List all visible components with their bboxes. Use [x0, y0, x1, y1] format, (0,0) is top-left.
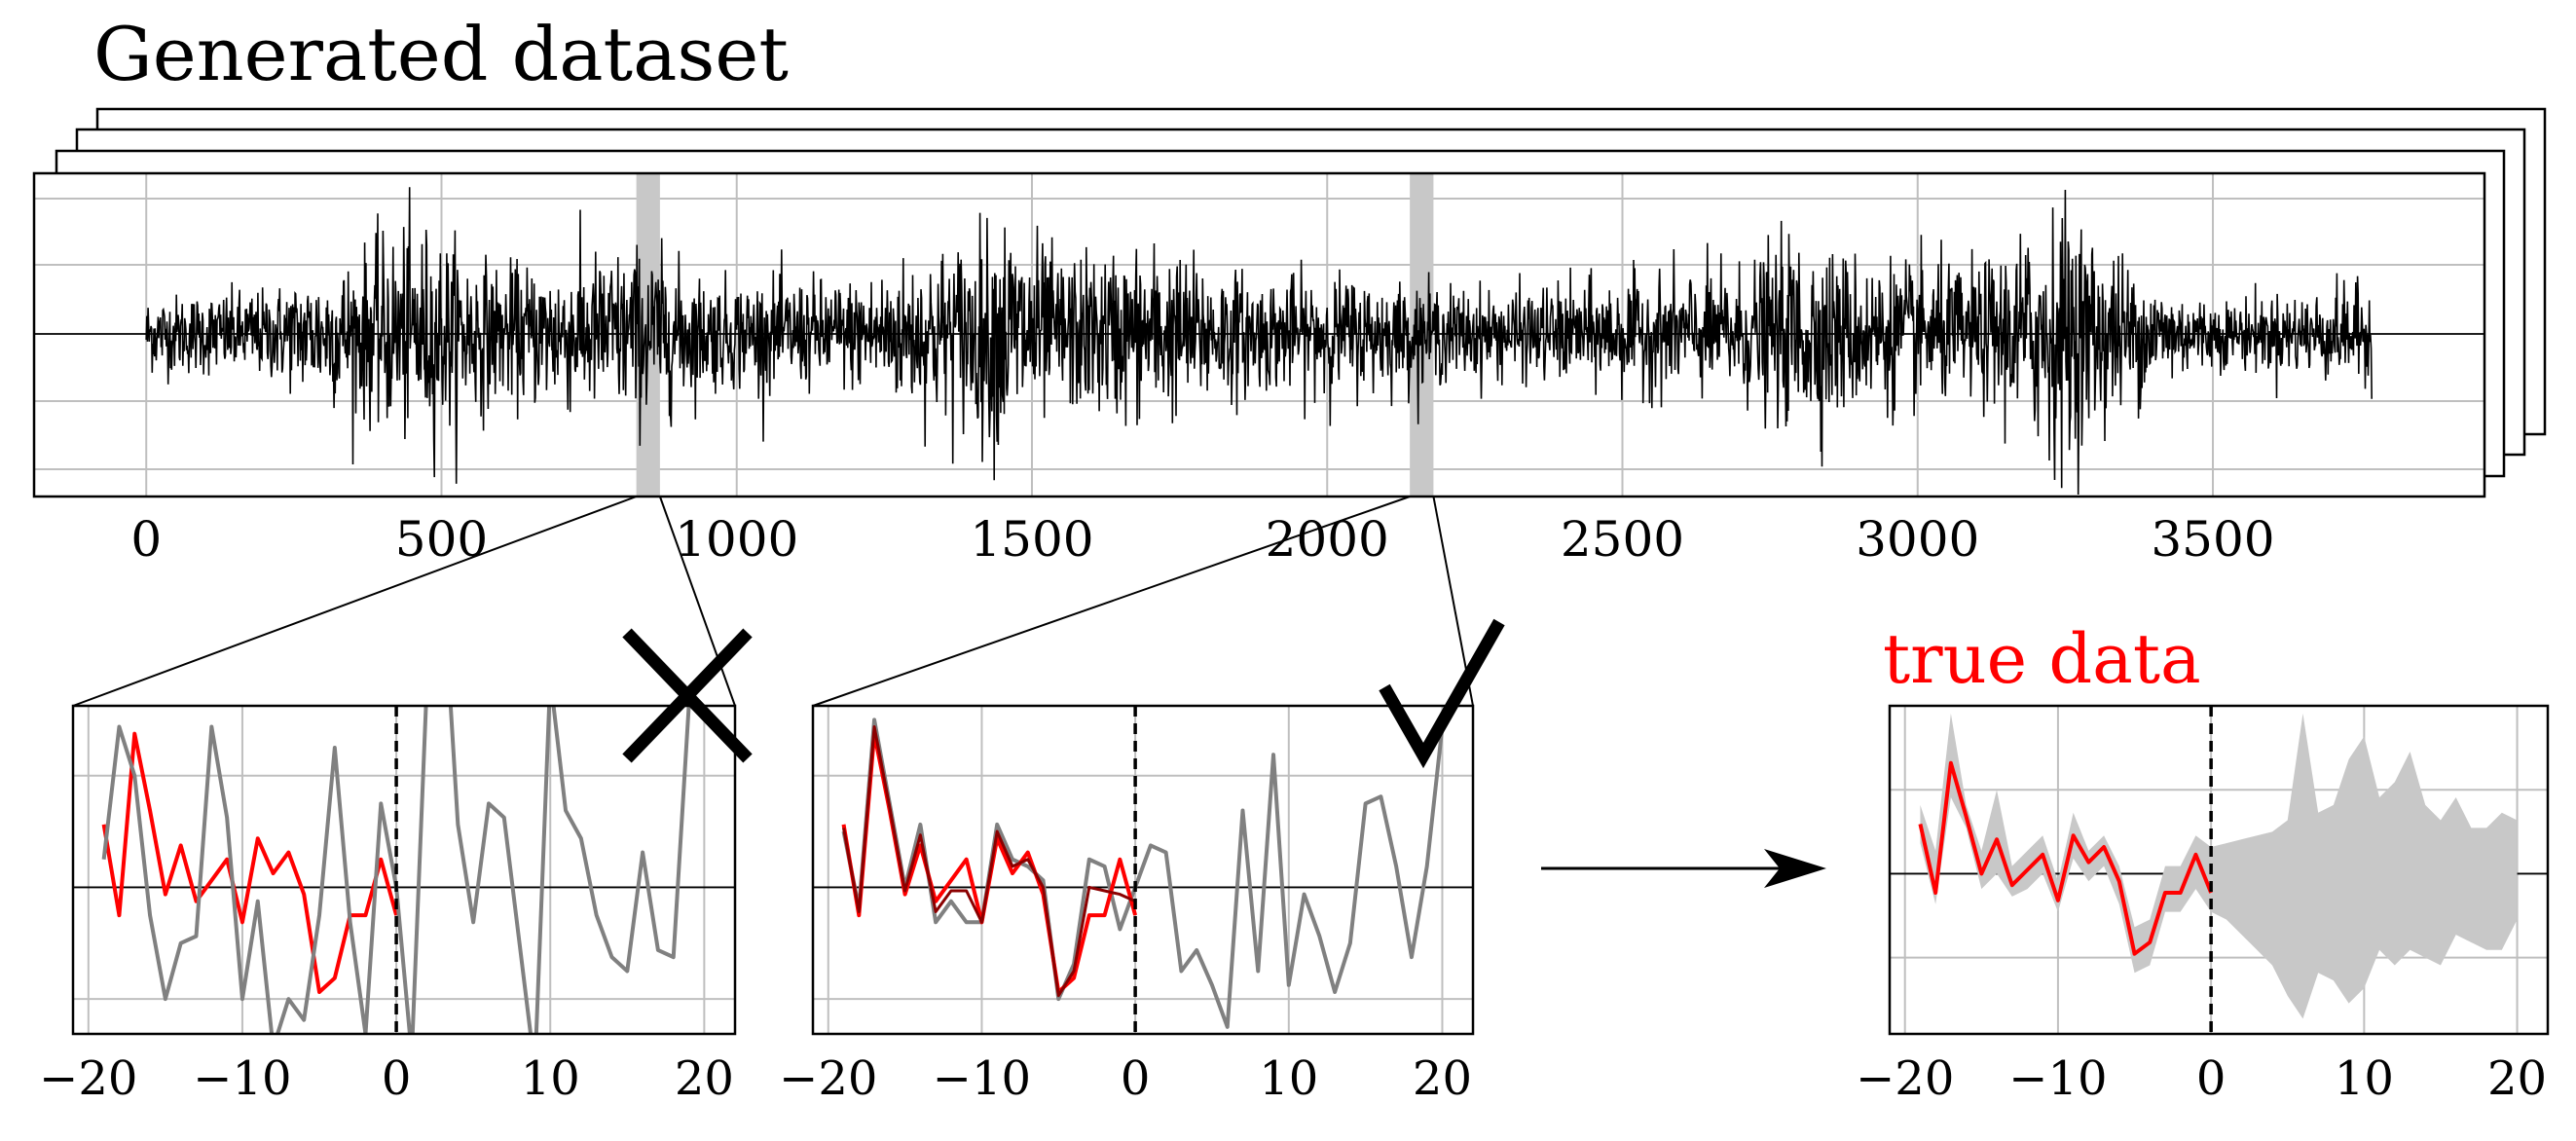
true-data-line — [1918, 760, 2213, 956]
panel-x-tick-label: 20 — [2487, 1051, 2547, 1106]
panel-rejected-sample: −20 −10 0 10 20 — [39, 704, 737, 1106]
panel-x-tick-label: 10 — [521, 1051, 580, 1106]
main-x-tick-labels: 0 500 1000 1500 2000 2500 3000 3500 — [130, 511, 2274, 568]
main-time-series-plot: 0 500 1000 1500 2000 2500 3000 3500 — [32, 171, 2486, 568]
main-x-tick-label: 2500 — [1561, 511, 1684, 568]
panel-x-tick-label: −20 — [1856, 1051, 1954, 1106]
panel-plot-area — [813, 706, 1473, 1034]
panel-x-tick-label: 10 — [1259, 1051, 1318, 1106]
panel-x-tick-label: 10 — [2335, 1051, 2394, 1106]
panel-plot-area — [73, 706, 735, 1034]
arrow-head-icon — [1764, 849, 1826, 888]
panel-frame — [71, 704, 737, 1036]
main-x-tick-label: 1000 — [675, 511, 798, 568]
true-data-line — [101, 731, 399, 994]
panel-frame — [1888, 704, 2550, 1036]
panel-x-tick-label: −20 — [779, 1051, 877, 1106]
panel-frame — [811, 704, 1475, 1036]
figure-title: Generated dataset — [93, 11, 789, 97]
cross-mark-icon — [622, 628, 753, 763]
main-x-tick-label: 3500 — [2151, 511, 2274, 568]
panel-x-tick-label: −10 — [933, 1051, 1031, 1106]
main-x-tick-label: 2000 — [1266, 511, 1389, 568]
zoom-line-left — [812, 496, 1411, 707]
main-x-tick-label: 500 — [395, 511, 488, 568]
main-plot-frame — [32, 171, 2486, 498]
generated-series-line — [145, 187, 2373, 496]
verdict-marks — [622, 618, 1505, 769]
panel-x-tick-label: −10 — [193, 1051, 291, 1106]
uncertainty-band — [1920, 713, 2518, 1019]
overlap-line — [842, 725, 1136, 998]
sample-series-line — [101, 706, 691, 1034]
sample-series-line — [841, 718, 1445, 1029]
panel-x-tick-label: 0 — [382, 1051, 412, 1106]
panel-x-tick-label: 20 — [675, 1051, 734, 1106]
panel-x-tick-label: −20 — [39, 1051, 137, 1106]
zoom-line-left — [72, 496, 637, 707]
true-data-label: true data — [1883, 619, 2201, 699]
panel-true-data-forecast: −20 −10 0 10 20 — [1856, 704, 2550, 1106]
panel-x-tick-label: 0 — [2196, 1051, 2226, 1106]
main-x-tick-label: 3000 — [1856, 511, 1979, 568]
panel-accepted-sample: −20 −10 0 10 20 — [779, 704, 1475, 1106]
check-mark-icon — [1379, 618, 1505, 769]
zoom-line-right — [658, 496, 736, 707]
result-arrow — [1541, 849, 1826, 888]
main-x-tick-label: 0 — [130, 511, 162, 568]
panel-plot-area — [1890, 706, 2548, 1034]
panel-x-tick-label: 0 — [1121, 1051, 1151, 1106]
panel-x-tick-label: 20 — [1413, 1051, 1472, 1106]
panel-x-tick-label: −10 — [2008, 1051, 2107, 1106]
main-x-tick-label: 1500 — [970, 511, 1093, 568]
